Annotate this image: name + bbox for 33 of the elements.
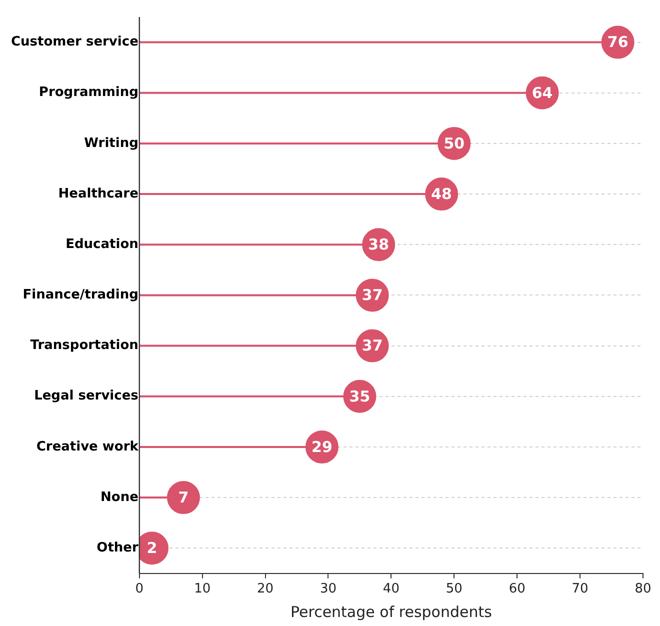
- point: [166, 481, 200, 514]
- y-tick-label: Creative work: [36, 439, 139, 454]
- data-label: 48: [431, 184, 452, 203]
- x-tick-label: 10: [194, 582, 211, 597]
- y-tick-label: Transportation: [30, 338, 138, 354]
- x-axis-title: Percentage of respondents: [290, 602, 492, 621]
- data-label: 35: [349, 387, 370, 406]
- data-label: 38: [368, 236, 390, 254]
- y-tick-label: Writing: [84, 136, 138, 151]
- data-label: 29: [312, 438, 332, 456]
- y-tick-label: None: [100, 490, 139, 505]
- data-label: 64: [532, 84, 553, 102]
- y-tick-label: Finance/trading: [22, 288, 138, 303]
- x-tick-label: 80: [634, 582, 652, 597]
- data-label: 37: [362, 286, 383, 304]
- y-tick-label: Other: [96, 540, 139, 556]
- y-tick-label: Programming: [38, 85, 138, 100]
- data-label: 7: [178, 488, 189, 506]
- data-label: 2: [146, 539, 158, 557]
- x-tick-label: 40: [382, 582, 400, 597]
- x-tick-label: 0: [135, 582, 144, 597]
- data-label: 37: [362, 336, 383, 355]
- x-tick-label: 50: [446, 582, 462, 597]
- y-tick-label: Healthcare: [58, 186, 139, 202]
- y-tick-label: Legal services: [34, 388, 139, 404]
- x-tick-label: 60: [508, 582, 526, 597]
- data-label: 50: [444, 134, 465, 152]
- y-tick-label: Customer service: [10, 34, 139, 50]
- x-tick-label: 20: [257, 582, 274, 597]
- data-label: 76: [607, 33, 628, 52]
- x-tick-label: 70: [572, 582, 588, 597]
- x-tick-label: 30: [320, 582, 337, 597]
- y-tick-label: Education: [66, 236, 138, 252]
